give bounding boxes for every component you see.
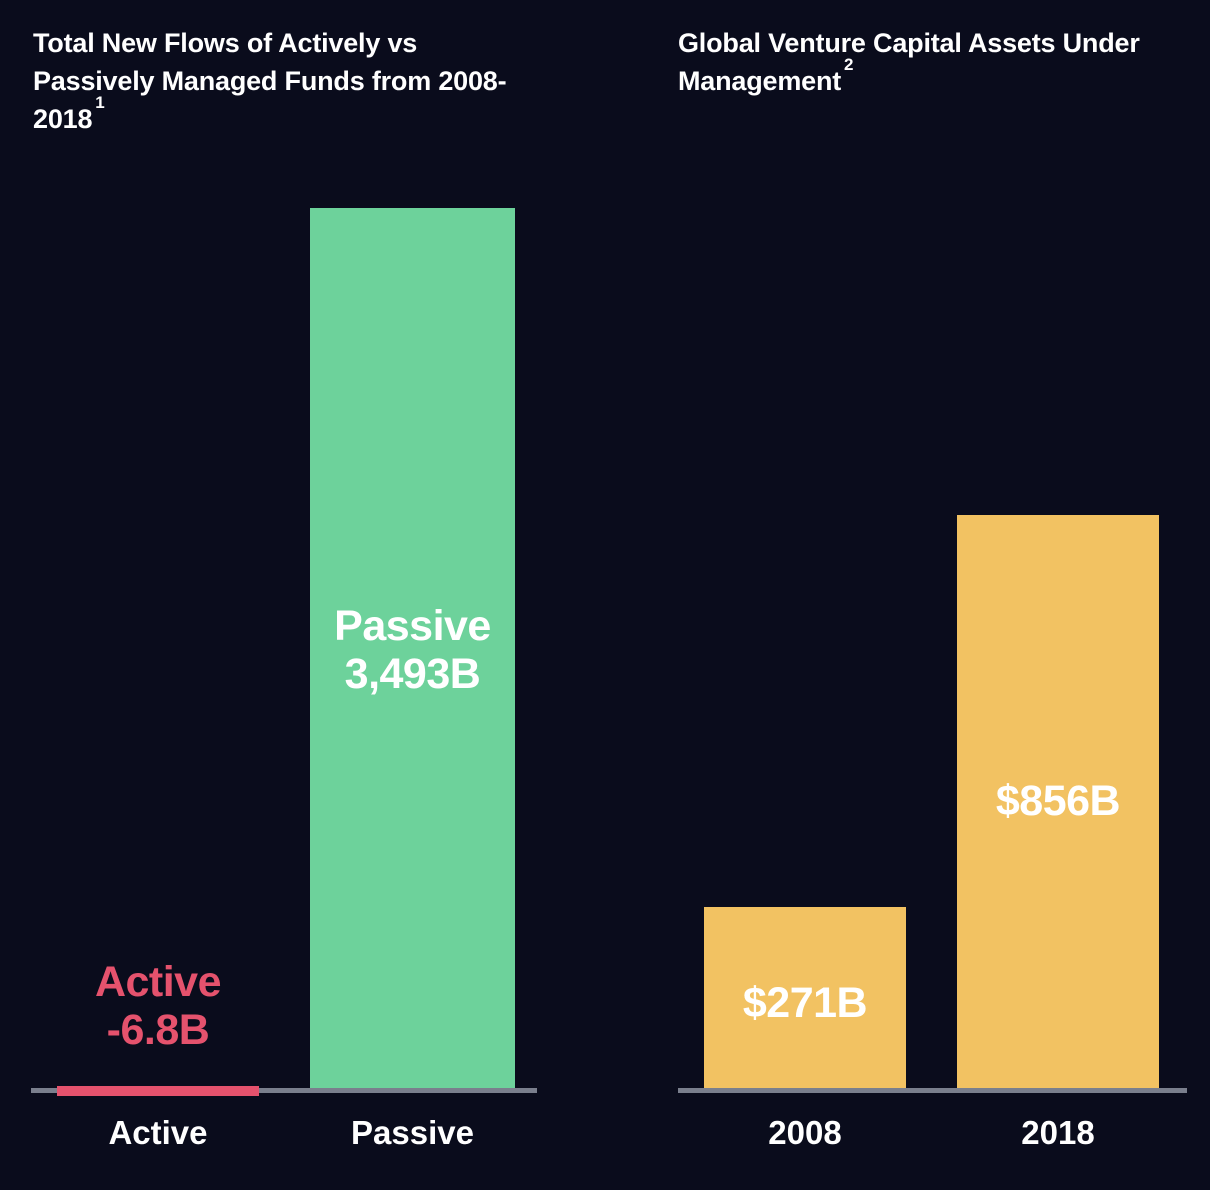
footnote-marker-2: 2 (844, 55, 854, 74)
chart-vc-aum: Global Venture Capital Assets Under Mana… (678, 0, 1187, 1190)
bar-label-2018: $856B (995, 777, 1121, 825)
title-line-3: 20181 (33, 94, 506, 138)
bar-passive: Passive 3,493B (310, 208, 515, 1088)
chart-fund-flows: Total New Flows of Actively vs Passively… (31, 0, 537, 1190)
category-label-2018: 2018 (1021, 1114, 1095, 1151)
bar-label-active-value: -6.8B (106, 1006, 210, 1054)
bar-label-active: Active -6.8B (38, 958, 278, 1054)
chart-title-fund-flows: Total New Flows of Actively vs Passively… (33, 24, 507, 138)
category-label-passive: Passive (351, 1114, 474, 1151)
title-line-2: Passively Managed Funds from 2008- (33, 66, 507, 96)
title-line-2: Management2 (678, 56, 1140, 100)
category-label-active: Active (108, 1114, 208, 1151)
bar-label-active-name: Active (94, 958, 222, 1006)
x-axis-vc-aum (678, 1088, 1187, 1093)
title-line-2-text: Management (678, 66, 842, 96)
x-axis-fund-flows (31, 1088, 537, 1093)
bar-active (57, 1085, 259, 1096)
bar-2008: $271B (704, 907, 906, 1088)
title-line-3-text: 2018 (33, 104, 93, 134)
footnote-marker-1: 1 (95, 93, 105, 112)
chart-title-vc-aum: Global Venture Capital Assets Under Mana… (678, 24, 1140, 100)
bar-2018: $856B (957, 515, 1159, 1088)
bar-label-passive-value: 3,493B (344, 650, 481, 698)
bar-label-2008: $271B (742, 979, 868, 1027)
bar-label-passive: Passive 3,493B (310, 602, 515, 698)
title-line-1: Total New Flows of Actively vs (33, 28, 418, 58)
category-label-2008: 2008 (768, 1114, 842, 1151)
title-line-1: Global Venture Capital Assets Under (678, 28, 1140, 58)
bar-label-passive-name: Passive (334, 602, 491, 650)
